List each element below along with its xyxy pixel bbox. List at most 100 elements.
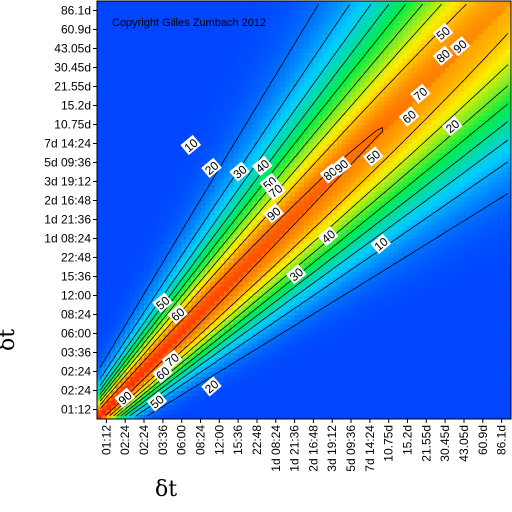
- heatmap-cell: [242, 1, 249, 7]
- heatmap-cell: [191, 176, 197, 183]
- heatmap-cell: [219, 276, 225, 282]
- heatmap-cell: [322, 129, 329, 135]
- heatmap-cell: [186, 191, 192, 197]
- heatmap-cell: [280, 271, 286, 278]
- heatmap-cell: [247, 366, 253, 373]
- heatmap-cell: [336, 124, 343, 130]
- heatmap-cell: [148, 48, 155, 54]
- heatmap-cell: [224, 15, 230, 21]
- heatmap-cell: [294, 119, 300, 126]
- heatmap-cell: [172, 5, 178, 12]
- heatmap-cell: [285, 338, 291, 344]
- heatmap-cell: [261, 343, 267, 349]
- heatmap-cell: [346, 124, 352, 130]
- heatmap-cell: [289, 72, 296, 78]
- heatmap-cell: [308, 324, 314, 330]
- heatmap-cell: [242, 153, 249, 159]
- heatmap-cell: [346, 153, 352, 159]
- heatmap-cell: [327, 352, 333, 358]
- heatmap-cell: [285, 328, 291, 335]
- heatmap-cell: [271, 200, 277, 206]
- heatmap-cell: [186, 77, 192, 83]
- heatmap-cell: [181, 319, 187, 325]
- heatmap-cell: [200, 390, 206, 396]
- heatmap-cell: [191, 328, 197, 335]
- heatmap-cell: [336, 43, 343, 50]
- heatmap-cell: [332, 362, 338, 368]
- heatmap-cell: [304, 376, 310, 382]
- heatmap-cell: [125, 15, 131, 21]
- heatmap-cell: [252, 224, 258, 230]
- heatmap-cell: [181, 191, 187, 197]
- heatmap-cell: [224, 404, 230, 411]
- heatmap-cell: [115, 286, 122, 292]
- heatmap-cell: [195, 205, 202, 211]
- heatmap-cell: [181, 81, 187, 88]
- heatmap-cell: [252, 271, 258, 278]
- heatmap-cell: [181, 153, 187, 159]
- heatmap-cell: [294, 366, 300, 373]
- heatmap-cell: [289, 385, 296, 392]
- heatmap-cell: [195, 39, 202, 45]
- heatmap-cell: [256, 324, 263, 330]
- heatmap-cell: [134, 238, 140, 244]
- heatmap-cell: [158, 238, 164, 244]
- heatmap-cell: [285, 366, 291, 373]
- heatmap-cell: [111, 343, 117, 349]
- heatmap-cell: [224, 10, 230, 16]
- heatmap-cell: [139, 305, 145, 311]
- heatmap-cell: [252, 186, 258, 192]
- heatmap-cell: [205, 400, 211, 406]
- heatmap-cell: [120, 371, 126, 377]
- heatmap-cell: [304, 86, 310, 92]
- heatmap-cell: [120, 352, 126, 358]
- heatmap-cell: [322, 81, 329, 88]
- heatmap-cell: [355, 77, 362, 83]
- heatmap-cell: [318, 371, 324, 377]
- heatmap-cell: [346, 357, 352, 363]
- heatmap-cell: [153, 210, 159, 216]
- heatmap-cell: [256, 409, 263, 415]
- heatmap-cell: [214, 233, 220, 240]
- heatmap-cell: [294, 328, 300, 335]
- heatmap-cell: [247, 138, 253, 145]
- heatmap-cell: [327, 110, 333, 116]
- heatmap-cell: [101, 271, 107, 278]
- heatmap-cell: [176, 404, 183, 411]
- heatmap-cell: [134, 172, 140, 178]
- heatmap-cell: [280, 48, 286, 54]
- heatmap-cell: [247, 10, 253, 16]
- heatmap-cell: [365, 376, 371, 382]
- heatmap-cell: [280, 290, 286, 297]
- heatmap-cell: [186, 34, 192, 40]
- heatmap-cell: [158, 200, 164, 206]
- heatmap-cell: [294, 138, 300, 145]
- heatmap-cell: [299, 110, 305, 116]
- heatmap-cell: [252, 129, 258, 135]
- heatmap-cell: [106, 24, 112, 31]
- heatmap-cell: [341, 414, 347, 419]
- heatmap-cell: [280, 15, 286, 21]
- heatmap-cell: [332, 224, 338, 230]
- heatmap-cell: [162, 262, 169, 268]
- heatmap-cell: [336, 195, 343, 202]
- heatmap-cell: [289, 181, 296, 187]
- heatmap-cell: [115, 5, 122, 12]
- heatmap-cell: [374, 385, 380, 392]
- heatmap-cell: [285, 205, 291, 211]
- heatmap-cell: [191, 181, 197, 187]
- heatmap-cell: [285, 281, 291, 287]
- heatmap-cell: [252, 243, 258, 249]
- heatmap-cell: [280, 1, 286, 7]
- heatmap-cell: [289, 219, 296, 225]
- heatmap-cell: [186, 328, 192, 335]
- heatmap-cell: [313, 229, 319, 235]
- heatmap-cell: [214, 290, 220, 297]
- heatmap-cell: [313, 10, 319, 16]
- heatmap-cell: [299, 34, 305, 40]
- heatmap-cell: [238, 15, 244, 21]
- heatmap-cell: [351, 295, 357, 301]
- heatmap-cell: [162, 281, 169, 287]
- heatmap-cell: [224, 252, 230, 259]
- heatmap-cell: [289, 105, 296, 111]
